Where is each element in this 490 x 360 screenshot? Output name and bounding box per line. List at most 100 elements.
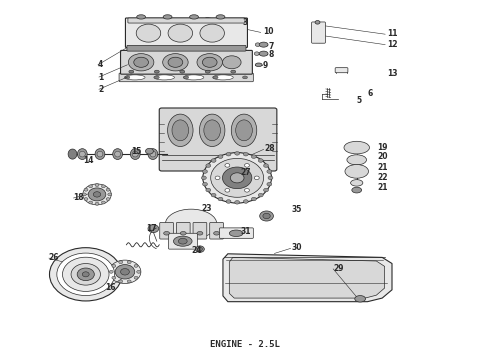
Text: 6: 6: [368, 89, 373, 98]
Ellipse shape: [129, 70, 134, 73]
Text: 28: 28: [265, 144, 275, 153]
Text: 13: 13: [387, 69, 397, 78]
Ellipse shape: [196, 246, 204, 252]
Ellipse shape: [89, 185, 93, 188]
Text: 24: 24: [191, 246, 201, 256]
Ellipse shape: [84, 188, 88, 191]
Text: 31: 31: [240, 228, 250, 236]
Ellipse shape: [128, 54, 154, 71]
Ellipse shape: [115, 151, 121, 157]
Ellipse shape: [83, 184, 111, 205]
Ellipse shape: [108, 193, 112, 196]
Ellipse shape: [172, 120, 189, 141]
Ellipse shape: [183, 75, 204, 80]
Ellipse shape: [204, 120, 221, 141]
FancyBboxPatch shape: [220, 228, 253, 238]
Ellipse shape: [202, 183, 207, 186]
Ellipse shape: [218, 155, 223, 158]
Ellipse shape: [82, 272, 89, 277]
Text: 23: 23: [201, 204, 211, 213]
Ellipse shape: [215, 176, 220, 180]
Ellipse shape: [112, 276, 116, 279]
Ellipse shape: [199, 114, 225, 147]
Ellipse shape: [101, 201, 105, 204]
Text: 12: 12: [387, 40, 397, 49]
Ellipse shape: [211, 158, 264, 197]
FancyBboxPatch shape: [193, 222, 207, 239]
Ellipse shape: [71, 264, 100, 285]
Ellipse shape: [231, 114, 257, 147]
Ellipse shape: [211, 159, 216, 162]
Ellipse shape: [89, 201, 93, 204]
Ellipse shape: [95, 184, 99, 186]
Ellipse shape: [82, 193, 86, 196]
Text: 14: 14: [83, 156, 94, 165]
FancyBboxPatch shape: [128, 18, 245, 23]
Text: 16: 16: [105, 284, 116, 292]
Ellipse shape: [216, 15, 225, 19]
Ellipse shape: [95, 149, 105, 159]
Ellipse shape: [267, 170, 272, 173]
Text: 1: 1: [98, 73, 103, 82]
Text: 26: 26: [48, 253, 58, 262]
Ellipse shape: [180, 231, 186, 235]
Ellipse shape: [255, 43, 260, 46]
Text: 19: 19: [377, 143, 388, 152]
Ellipse shape: [163, 15, 172, 19]
Text: 5: 5: [357, 96, 362, 105]
Ellipse shape: [166, 209, 217, 239]
Ellipse shape: [148, 149, 158, 159]
Ellipse shape: [190, 15, 198, 19]
Ellipse shape: [197, 247, 202, 251]
Ellipse shape: [178, 238, 187, 244]
Ellipse shape: [49, 248, 122, 301]
Text: 18: 18: [74, 193, 84, 202]
Ellipse shape: [119, 261, 122, 264]
Ellipse shape: [201, 176, 206, 180]
Ellipse shape: [225, 163, 230, 167]
Ellipse shape: [154, 70, 159, 73]
FancyBboxPatch shape: [127, 45, 246, 51]
Text: 10: 10: [264, 27, 274, 36]
Ellipse shape: [245, 163, 249, 167]
Text: ENGINE - 2.5L: ENGINE - 2.5L: [210, 341, 280, 349]
Ellipse shape: [168, 114, 193, 147]
Text: 7: 7: [269, 41, 274, 50]
Ellipse shape: [127, 261, 131, 264]
Text: 20: 20: [377, 152, 388, 161]
Ellipse shape: [148, 225, 159, 233]
Ellipse shape: [88, 188, 106, 201]
Ellipse shape: [231, 70, 236, 73]
Polygon shape: [223, 254, 392, 302]
Ellipse shape: [154, 76, 159, 79]
Ellipse shape: [259, 42, 268, 47]
Ellipse shape: [260, 211, 273, 221]
Ellipse shape: [344, 141, 369, 154]
Ellipse shape: [264, 188, 269, 192]
Ellipse shape: [251, 197, 256, 201]
Ellipse shape: [150, 151, 156, 157]
Text: 8: 8: [269, 50, 274, 59]
Ellipse shape: [134, 276, 138, 279]
Ellipse shape: [154, 75, 174, 80]
FancyBboxPatch shape: [176, 222, 190, 239]
Text: 9: 9: [262, 61, 268, 70]
Ellipse shape: [218, 197, 223, 201]
Ellipse shape: [97, 151, 103, 157]
Ellipse shape: [254, 52, 259, 55]
Ellipse shape: [95, 202, 99, 205]
Text: 21: 21: [377, 163, 388, 172]
Ellipse shape: [77, 149, 87, 159]
Ellipse shape: [137, 15, 146, 19]
Ellipse shape: [119, 280, 122, 283]
Ellipse shape: [84, 198, 88, 201]
Ellipse shape: [115, 265, 135, 279]
Ellipse shape: [255, 63, 262, 67]
Ellipse shape: [184, 76, 189, 79]
Ellipse shape: [230, 173, 244, 183]
FancyBboxPatch shape: [125, 18, 247, 48]
Ellipse shape: [112, 265, 116, 267]
FancyBboxPatch shape: [210, 222, 223, 239]
Ellipse shape: [168, 24, 193, 42]
Text: 2: 2: [98, 85, 103, 94]
